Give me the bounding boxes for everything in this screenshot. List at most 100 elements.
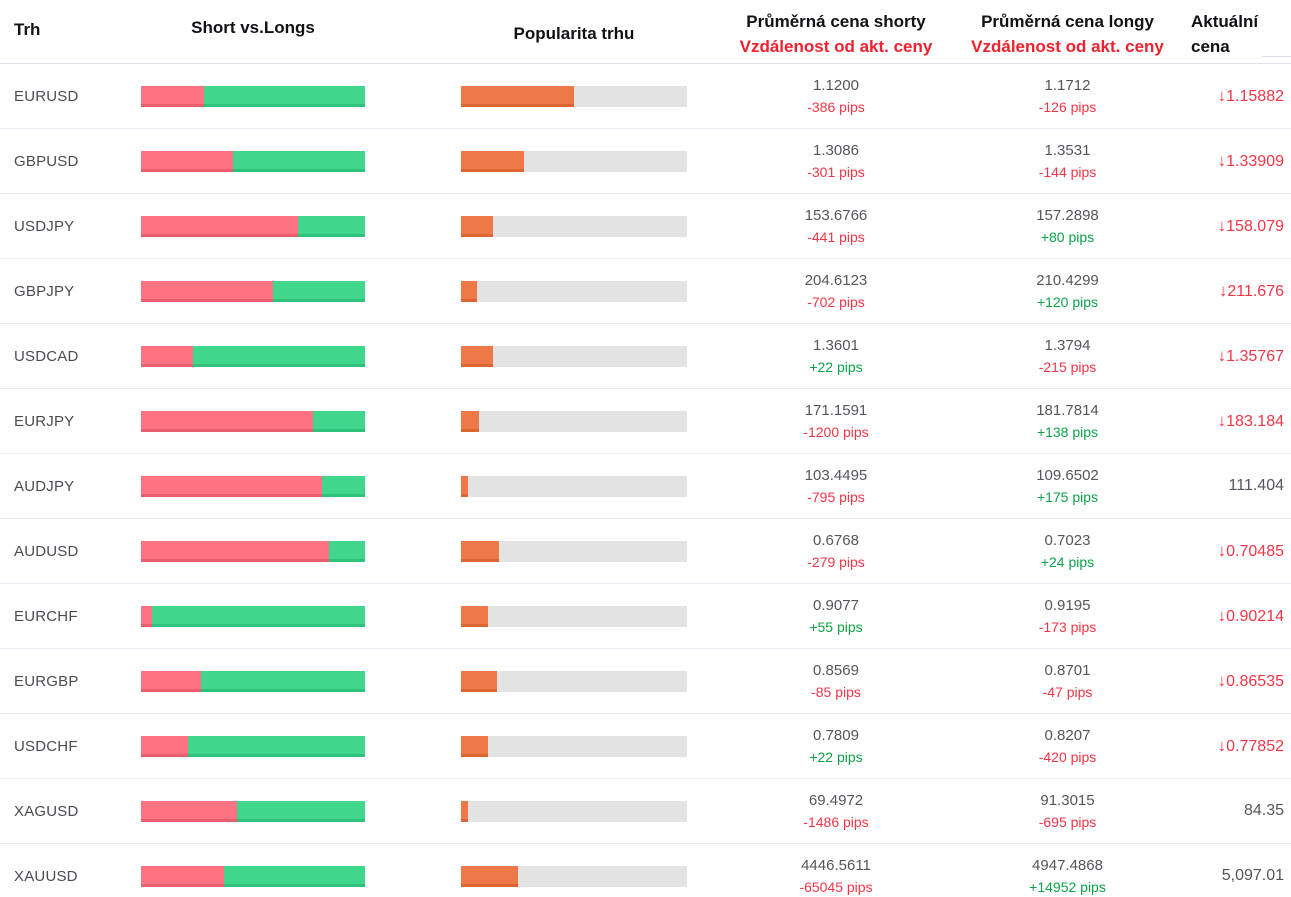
table-row: EURGBP 0.8569 -85 pips 0.8701 -47 pips ↓… <box>0 649 1291 714</box>
short-vs-long-cell <box>141 475 365 497</box>
popularity-fill <box>461 215 493 237</box>
popularity-bar <box>461 800 687 822</box>
long-distance-pips: -420 pips <box>1038 748 1097 765</box>
header-long-avg-line1: Průměrná cena longy <box>981 12 1154 31</box>
short-bar-segment <box>141 280 274 302</box>
current-price: 84.35 <box>1243 802 1284 819</box>
down-arrow-icon: ↓ <box>1218 281 1228 300</box>
long-avg-cell: 181.7814 +138 pips <box>985 400 1150 443</box>
short-distance-pips: -1486 pips <box>803 813 869 830</box>
long-distance-pips: +24 pips <box>1040 553 1095 570</box>
long-avg-price: 1.1712 <box>1044 76 1091 94</box>
short-bar-segment <box>141 85 204 107</box>
popularity-cell <box>461 280 687 302</box>
long-avg-cell: 1.3531 -144 pips <box>985 140 1150 183</box>
short-bar-segment <box>141 735 189 757</box>
short-vs-long-cell <box>141 280 365 302</box>
short-bar-segment <box>141 865 224 887</box>
short-vs-long-bar <box>141 410 365 432</box>
short-vs-long-bar <box>141 85 365 107</box>
down-arrow-icon: ↓ <box>1217 86 1227 105</box>
down-arrow-icon: ↓ <box>1217 671 1227 690</box>
long-bar-segment <box>237 800 365 822</box>
table-row: USDCAD 1.3601 +22 pips 1.3794 -215 pips … <box>0 324 1291 389</box>
short-avg-cell: 153.6766 -441 pips <box>687 205 985 248</box>
short-bar-segment <box>141 410 314 432</box>
short-avg-cell: 204.6123 -702 pips <box>687 270 985 313</box>
long-avg-price: 109.6502 <box>1036 466 1099 484</box>
short-distance-pips: -441 pips <box>807 228 865 245</box>
long-bar-segment <box>223 865 365 887</box>
pair-label: EURGBP <box>14 672 79 690</box>
long-avg-cell: 4947.4868 +14952 pips <box>985 855 1150 897</box>
pair-label: XAUUSD <box>14 867 78 885</box>
long-avg-price: 181.7814 <box>1036 401 1099 419</box>
header-current-line2: cena <box>1191 37 1230 56</box>
long-avg-price: 1.3794 <box>1044 336 1091 354</box>
short-avg-price: 1.3601 <box>813 336 859 354</box>
pair-label: AUDUSD <box>14 542 79 560</box>
short-avg-price: 0.7809 <box>813 726 859 744</box>
short-vs-long-cell <box>141 670 365 692</box>
short-vs-long-cell <box>141 605 365 627</box>
popularity-bar <box>461 85 687 107</box>
popularity-cell <box>461 215 687 237</box>
short-avg-cell: 1.3086 -301 pips <box>687 140 985 183</box>
down-arrow-icon: ↓ <box>1217 411 1227 430</box>
long-avg-price: 0.8207 <box>1044 726 1091 744</box>
popularity-fill <box>461 280 477 302</box>
pair-label: GBPJPY <box>14 282 75 300</box>
short-vs-long-bar <box>141 605 365 627</box>
popularity-bar <box>461 280 687 302</box>
header-long-avg-line2: Vzdálenost od akt. ceny <box>971 37 1164 56</box>
short-avg-cell: 4446.5611 -65045 pips <box>687 855 985 897</box>
short-bar-segment <box>141 345 193 367</box>
long-avg-price: 1.3531 <box>1044 141 1091 159</box>
short-avg-cell: 69.4972 -1486 pips <box>687 790 985 833</box>
short-avg-price: 0.8569 <box>813 661 859 679</box>
short-distance-pips: -386 pips <box>807 98 865 115</box>
short-vs-long-cell <box>141 540 365 562</box>
long-bar-segment <box>203 85 365 107</box>
long-avg-price: 91.3015 <box>1040 791 1095 809</box>
table-row: USDCHF 0.7809 +22 pips 0.8207 -420 pips … <box>0 714 1291 779</box>
down-arrow-icon: ↓ <box>1217 216 1227 235</box>
current-price: 5,097.01 <box>1221 867 1284 884</box>
short-vs-long-cell <box>141 150 365 172</box>
current-price-cell: 84.35 <box>1150 802 1291 820</box>
popularity-bar <box>461 215 687 237</box>
short-avg-price: 153.6766 <box>804 206 868 224</box>
current-price-cell: ↓0.90214 <box>1150 606 1291 626</box>
short-distance-pips: -301 pips <box>807 163 865 180</box>
long-distance-pips: -144 pips <box>1038 163 1097 180</box>
popularity-bar <box>461 475 687 497</box>
long-avg-price: 0.7023 <box>1044 531 1091 549</box>
short-distance-pips: -795 pips <box>807 488 865 505</box>
short-vs-long-bar <box>141 345 365 367</box>
current-price: 0.90214 <box>1226 608 1284 625</box>
short-distance-pips: +22 pips <box>809 748 863 765</box>
table-row: EURJPY 171.1591 -1200 pips 181.7814 +138… <box>0 389 1291 454</box>
long-bar-segment <box>329 540 365 562</box>
table-row: AUDJPY 103.4495 -795 pips 109.6502 +175 … <box>0 454 1291 519</box>
current-price-cell: ↓0.86535 <box>1150 671 1291 691</box>
short-distance-pips: -702 pips <box>807 293 865 310</box>
current-price: 1.15882 <box>1226 88 1284 105</box>
table-header: Trh Short vs.Longs Popularita trhu Průmě… <box>0 0 1291 64</box>
popularity-fill <box>461 475 468 497</box>
short-bar-segment <box>141 475 323 497</box>
popularity-fill <box>461 670 498 692</box>
short-bar-segment <box>141 215 298 237</box>
down-arrow-icon: ↓ <box>1217 606 1227 625</box>
pair-label: AUDJPY <box>14 477 75 495</box>
current-price: 1.35767 <box>1226 348 1284 365</box>
long-distance-pips: +14952 pips <box>1029 878 1106 895</box>
current-price: 0.77852 <box>1226 738 1284 755</box>
long-distance-pips: -126 pips <box>1038 98 1097 115</box>
short-vs-long-cell <box>141 735 365 757</box>
short-bar-segment <box>141 605 153 627</box>
short-vs-long-cell <box>141 345 365 367</box>
short-avg-price: 103.4495 <box>804 466 868 484</box>
popularity-bar <box>461 410 687 432</box>
current-price-cell: ↓1.33909 <box>1150 151 1291 171</box>
